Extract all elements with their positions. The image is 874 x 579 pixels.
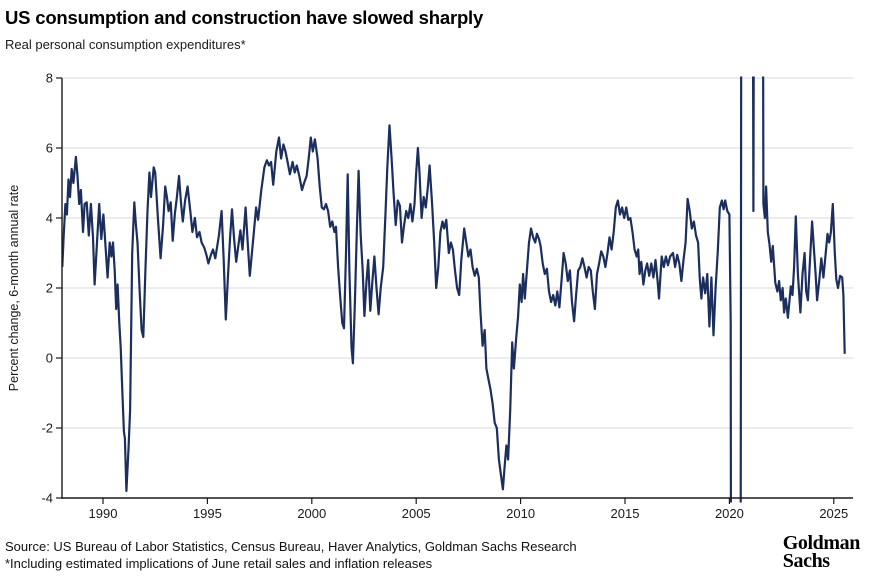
- footnote: *Including estimated implications of Jun…: [5, 556, 433, 571]
- logo-line-2: Sachs: [782, 549, 830, 572]
- goldman-sachs-logo: Goldman Sachs: [782, 532, 861, 572]
- x-tick-label: 2005: [402, 506, 431, 521]
- y-tick-label: -2: [41, 421, 53, 436]
- x-tick-label: 2025: [819, 506, 848, 521]
- x-tick-label: 2000: [297, 506, 326, 521]
- x-tick-label: 1995: [193, 506, 222, 521]
- x-tick-label: 1990: [89, 506, 118, 521]
- logo-line-1: Goldman: [782, 532, 861, 554]
- y-tick-label: 2: [46, 281, 53, 296]
- data-line: [62, 76, 846, 503]
- y-tick-label: -4: [41, 491, 53, 506]
- x-tick-label: 2020: [715, 506, 744, 521]
- y-tick-label: 8: [46, 71, 53, 86]
- chart-subtitle: Real personal consumption expenditures*: [5, 37, 246, 52]
- y-tick-label: 4: [46, 211, 53, 226]
- page-title: US consumption and construction have slo…: [5, 7, 484, 28]
- y-tick-label: 6: [46, 141, 53, 156]
- x-tick-label: 2010: [506, 506, 535, 521]
- x-tick-label: 2015: [611, 506, 640, 521]
- source-note: Source: US Bureau of Labor Statistics, C…: [5, 539, 577, 554]
- y-tick-label: 0: [46, 351, 53, 366]
